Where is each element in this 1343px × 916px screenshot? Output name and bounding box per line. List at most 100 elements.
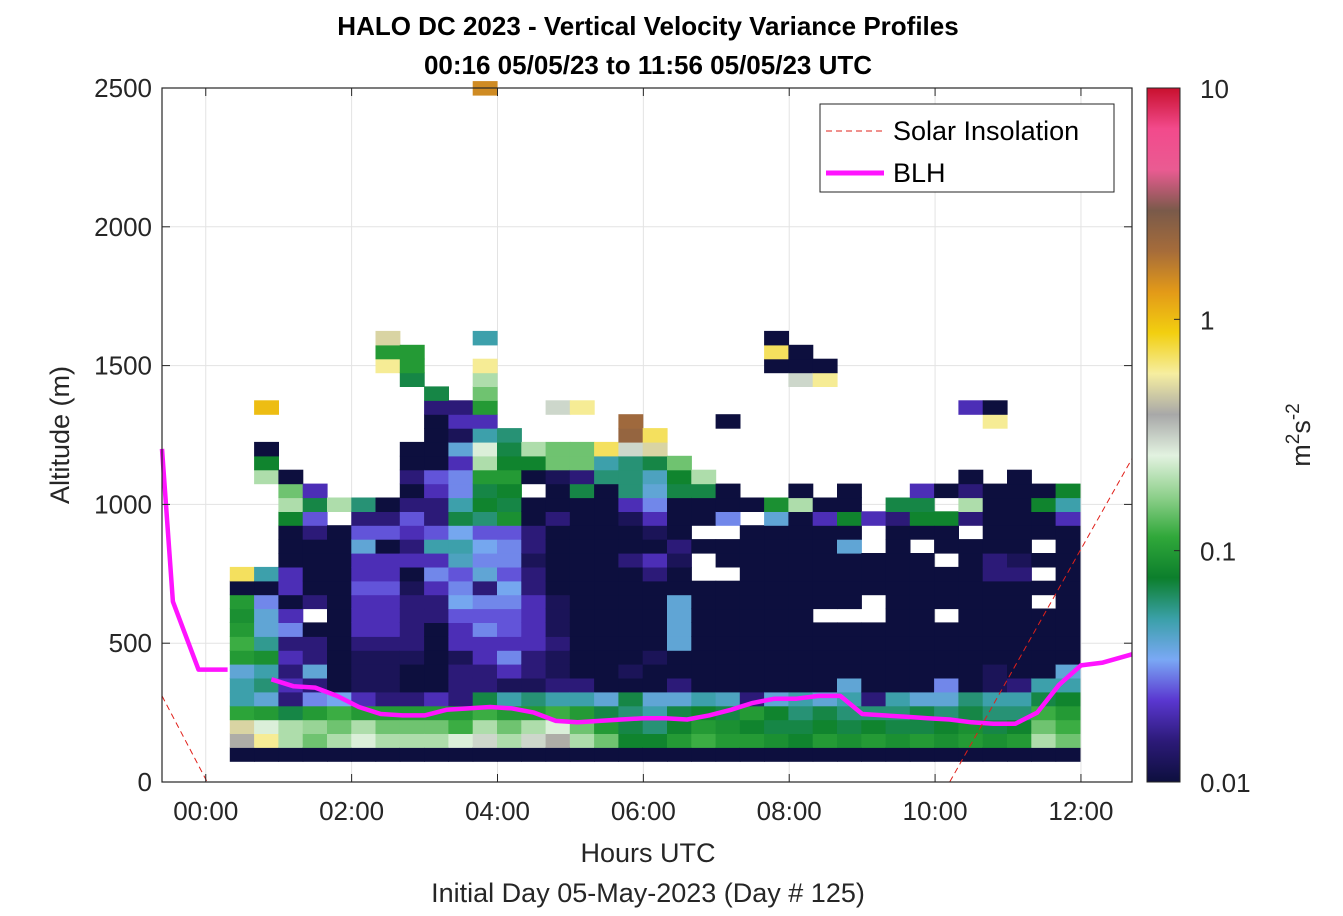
heatmap-cell	[739, 594, 765, 610]
heatmap-cell	[618, 525, 644, 540]
heatmap-cell	[1055, 525, 1081, 540]
heatmap-cell	[788, 719, 814, 734]
heatmap-cell	[351, 511, 377, 526]
heatmap-cell	[472, 747, 498, 762]
heatmap-cell	[278, 497, 304, 512]
heatmap-cell	[472, 428, 498, 443]
heatmap-cell	[424, 580, 449, 596]
heatmap-cell	[327, 497, 352, 512]
heatmap-cell	[521, 719, 547, 734]
heatmap-cell	[448, 400, 474, 415]
heatmap-cell	[254, 455, 279, 471]
heatmap-cell	[327, 594, 352, 610]
y-axis-ticks: 0 500 1000 1500 2000 2500	[94, 73, 1132, 797]
heatmap-cell	[375, 747, 401, 762]
heatmap-cell	[1007, 691, 1032, 707]
heatmap-cell	[327, 705, 352, 721]
heatmap-cell	[448, 747, 474, 762]
heatmap-cell	[909, 677, 935, 693]
colorbar-tick-label: 0.01	[1200, 768, 1251, 798]
heatmap-cell	[788, 664, 814, 679]
heatmap-cell	[1055, 636, 1081, 651]
y-tick-label: 2500	[94, 73, 152, 103]
heatmap-cell	[909, 525, 935, 540]
heatmap-cell	[399, 553, 425, 568]
heatmap-cell	[399, 622, 425, 637]
heatmap-cell	[764, 525, 789, 540]
heatmap-cell	[618, 469, 644, 485]
heatmap-cell	[1055, 608, 1081, 623]
heatmap-cell	[424, 386, 449, 401]
heatmap-cell	[764, 358, 789, 374]
heatmap-cell	[375, 553, 401, 568]
heatmap-cell	[594, 677, 619, 693]
heatmap-cell	[351, 677, 377, 693]
heatmap-cell	[1031, 497, 1057, 512]
heatmap-cell	[885, 719, 911, 734]
heatmap-cell	[327, 677, 352, 693]
heatmap-cell	[934, 677, 959, 693]
heatmap-cell	[472, 733, 498, 748]
heatmap-cell	[715, 691, 741, 707]
heatmap-cell	[764, 539, 789, 554]
legend-solar-label: Solar Insolation	[893, 116, 1079, 146]
heatmap-cell	[812, 622, 838, 637]
heatmap-cell	[302, 594, 328, 610]
heatmap-cell	[885, 608, 911, 623]
heatmap-cell	[569, 483, 595, 499]
heatmap-cell	[642, 483, 668, 499]
heatmap-cell	[934, 594, 959, 610]
heatmap-cell	[351, 539, 377, 554]
heatmap-cell	[982, 511, 1008, 526]
heatmap-cell	[448, 539, 474, 554]
heatmap-cell	[545, 677, 571, 693]
heatmap-cell	[399, 677, 425, 693]
heatmap-cell	[351, 733, 377, 748]
heatmap-cell	[594, 553, 619, 568]
heatmap-cell	[715, 719, 741, 734]
blh-line	[270, 652, 1133, 726]
heatmap-cell	[739, 650, 765, 665]
heatmap-cell	[1007, 566, 1032, 582]
heatmap-cell	[739, 525, 765, 540]
heatmap-cell	[909, 608, 935, 623]
heatmap-cell	[958, 636, 984, 651]
heatmap-cell	[1055, 553, 1081, 568]
legend-box	[819, 103, 1115, 193]
heatmap-cell	[691, 677, 717, 693]
heatmap-cell	[691, 650, 717, 665]
heatmap-cell	[351, 719, 377, 734]
heatmap-cell	[545, 566, 571, 582]
heatmap-cell	[472, 622, 498, 637]
heatmap-cell	[424, 539, 449, 554]
heatmap-cell	[424, 608, 449, 623]
heatmap-cell	[424, 747, 449, 762]
heatmap-cell	[812, 525, 838, 540]
heatmap-cell	[885, 691, 911, 707]
heatmap-cell	[497, 539, 522, 554]
blh-line	[159, 448, 228, 672]
heatmap-cell	[715, 636, 741, 651]
heatmap-cell	[424, 497, 449, 512]
heatmap-cell	[885, 677, 911, 693]
heatmap-cell	[254, 733, 279, 748]
colorbar-ticks: 0.01 0.1 1 10	[1174, 74, 1251, 798]
legend-blh-label: BLH	[893, 158, 946, 188]
heatmap-cell	[642, 428, 668, 443]
heatmap-cell	[788, 539, 814, 554]
heatmap-cell	[472, 691, 498, 707]
heatmap-cell	[229, 733, 255, 748]
heatmap-cell	[594, 719, 619, 734]
heatmap-cell	[424, 677, 449, 693]
heatmap-cell	[229, 636, 255, 651]
heatmap-cell	[958, 608, 984, 623]
heatmap-cell	[642, 566, 668, 582]
y-tick-label: 500	[109, 628, 152, 658]
heatmap-cell	[229, 608, 255, 623]
heatmap-cell	[861, 580, 887, 596]
heatmap-cell	[1031, 719, 1057, 734]
heatmap-cell	[1055, 497, 1081, 512]
heatmap-cell	[229, 566, 255, 582]
heatmap-cell	[448, 622, 474, 637]
y-tick-label: 0	[138, 767, 152, 797]
